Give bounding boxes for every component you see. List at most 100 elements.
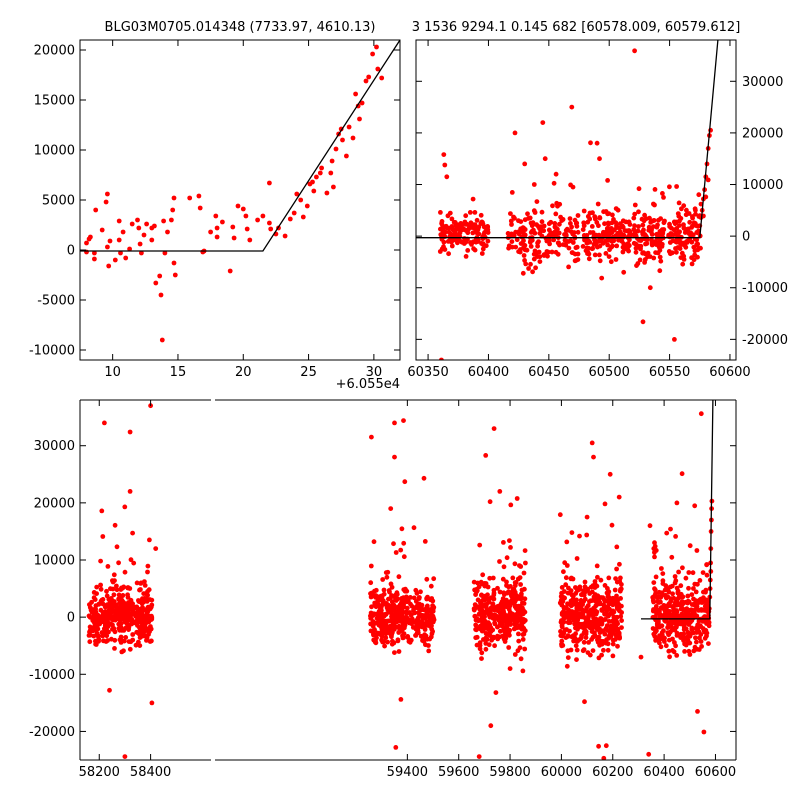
x-tick-label: 59800: [489, 765, 530, 780]
data-point: [92, 250, 97, 256]
data-point: [601, 647, 606, 653]
data-point: [596, 223, 601, 229]
data-point: [398, 547, 404, 553]
data-point: [642, 212, 647, 218]
data-point: [512, 561, 518, 567]
data-point: [123, 255, 129, 261]
data-point: [412, 610, 417, 616]
data-point: [424, 611, 429, 617]
data-point: [686, 231, 692, 236]
data-point: [606, 575, 612, 581]
data-point: [517, 616, 523, 622]
data-point: [557, 512, 563, 518]
data-point: [674, 653, 680, 658]
data-point: [665, 625, 670, 630]
data-point: [148, 617, 154, 622]
data-point: [376, 622, 382, 628]
data-point: [105, 191, 110, 197]
data-point: [652, 202, 657, 208]
data-point: [522, 232, 528, 238]
data-point: [137, 241, 143, 247]
data-point: [106, 602, 111, 607]
data-point: [477, 542, 483, 548]
data-point: [415, 610, 421, 616]
model-line-bottom: [641, 400, 714, 620]
data-point: [558, 598, 564, 603]
data-point: [694, 639, 699, 645]
data-point: [111, 572, 117, 578]
data-point: [598, 577, 604, 583]
data-point: [477, 643, 483, 648]
data-point: [582, 589, 588, 595]
data-point: [105, 618, 110, 624]
x-tick-label: 58200: [79, 765, 120, 780]
data-point: [404, 609, 409, 615]
data-point: [566, 585, 571, 591]
data-point: [128, 557, 134, 563]
data-point: [606, 254, 612, 259]
data-point: [386, 604, 392, 610]
data-point: [516, 249, 521, 255]
data-point: [660, 191, 665, 196]
data-point: [546, 234, 551, 240]
data-point: [478, 212, 484, 218]
data-point: [553, 211, 559, 217]
data-point: [428, 634, 434, 640]
data-point: [98, 586, 104, 592]
data-point: [388, 623, 394, 629]
data-point: [672, 221, 678, 227]
data-point: [633, 245, 639, 251]
data-point: [565, 633, 571, 639]
data-point: [610, 653, 616, 659]
data-point: [438, 210, 443, 215]
data-point: [518, 656, 524, 662]
data-point: [516, 229, 522, 235]
data-point: [521, 601, 527, 606]
data-point: [105, 638, 110, 643]
data-point: [594, 563, 600, 569]
y-tick-label: -10000: [29, 668, 75, 683]
data-point: [610, 619, 616, 624]
data-point: [473, 635, 479, 641]
data-point: [503, 613, 508, 619]
data-point: [675, 596, 681, 601]
data-point: [479, 615, 485, 620]
data-point: [587, 591, 593, 596]
data-point: [609, 626, 614, 632]
data-point: [591, 454, 596, 460]
data-point: [660, 571, 666, 576]
data-point: [559, 585, 565, 590]
y-tick-label: -10000: [742, 281, 788, 296]
data-point: [366, 74, 372, 80]
data-point: [480, 572, 486, 578]
data-point: [693, 635, 698, 641]
data-point: [689, 239, 695, 245]
data-point: [87, 627, 93, 633]
data-point: [647, 215, 652, 221]
data-point: [504, 579, 509, 585]
data-point: [531, 182, 537, 187]
data-point: [671, 649, 677, 655]
data-point: [617, 608, 623, 614]
data-point: [86, 613, 92, 619]
data-point: [401, 631, 407, 636]
data-point: [546, 249, 551, 255]
data-point: [597, 258, 603, 264]
data-point: [384, 574, 390, 580]
data-point: [626, 248, 631, 254]
x-tick-label: 60500: [589, 365, 630, 380]
data-point: [141, 591, 147, 596]
data-point: [636, 224, 641, 229]
data-point: [573, 631, 578, 637]
data-point: [620, 244, 626, 250]
data-point: [425, 594, 430, 600]
data-point: [595, 244, 600, 250]
data-point: [589, 440, 595, 446]
data-point: [421, 475, 427, 481]
data-point: [660, 578, 666, 584]
data-point: [438, 226, 443, 232]
data-point: [200, 249, 206, 255]
data-point: [653, 635, 659, 641]
data-point: [161, 218, 167, 224]
data-point: [512, 618, 518, 623]
